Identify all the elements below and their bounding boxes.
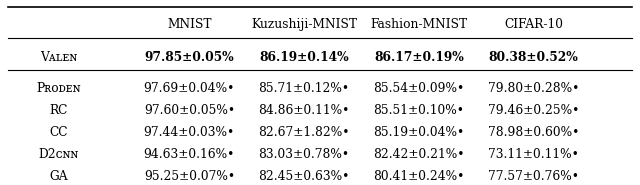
Text: 85.19±0.04%•: 85.19±0.04%• bbox=[373, 126, 465, 139]
Text: 85.54±0.09%•: 85.54±0.09%• bbox=[373, 82, 465, 95]
Text: CC: CC bbox=[49, 126, 68, 139]
Text: Fashion-MNIST: Fashion-MNIST bbox=[370, 18, 467, 31]
Text: Vᴀʟᴇɴ: Vᴀʟᴇɴ bbox=[40, 51, 77, 64]
Text: 97.44±0.03%•: 97.44±0.03%• bbox=[144, 126, 235, 139]
Text: 79.46±0.25%•: 79.46±0.25%• bbox=[488, 104, 579, 117]
Text: 80.38±0.52%: 80.38±0.52% bbox=[488, 51, 579, 64]
Text: 85.51±0.10%•: 85.51±0.10%• bbox=[373, 104, 464, 117]
Text: 97.69±0.04%•: 97.69±0.04%• bbox=[144, 82, 235, 95]
Text: MNIST: MNIST bbox=[167, 18, 212, 31]
Text: GA: GA bbox=[49, 170, 68, 183]
Text: D2ᴄɴɴ: D2ᴄɴɴ bbox=[38, 148, 79, 161]
Text: 82.67±1.82%•: 82.67±1.82%• bbox=[259, 126, 350, 139]
Text: 94.63±0.16%•: 94.63±0.16%• bbox=[144, 148, 235, 161]
Text: RC: RC bbox=[49, 104, 68, 117]
Text: 95.25±0.07%•: 95.25±0.07%• bbox=[144, 170, 235, 183]
Text: 82.45±0.63%•: 82.45±0.63%• bbox=[259, 170, 349, 183]
Text: Pʀᴏᴅᴇɴ: Pʀᴏᴅᴇɴ bbox=[36, 82, 81, 95]
Text: 78.98±0.60%•: 78.98±0.60%• bbox=[488, 126, 579, 139]
Text: 97.60±0.05%•: 97.60±0.05%• bbox=[144, 104, 235, 117]
Text: 97.85±0.05%: 97.85±0.05% bbox=[145, 51, 234, 64]
Text: Kuzushiji-MNIST: Kuzushiji-MNIST bbox=[251, 18, 357, 31]
Text: 86.17±0.19%: 86.17±0.19% bbox=[374, 51, 463, 64]
Text: 80.41±0.24%•: 80.41±0.24%• bbox=[373, 170, 465, 183]
Text: 84.86±0.11%•: 84.86±0.11%• bbox=[259, 104, 349, 117]
Text: 79.80±0.28%•: 79.80±0.28%• bbox=[488, 82, 579, 95]
Text: 77.57±0.76%•: 77.57±0.76%• bbox=[488, 170, 579, 183]
Text: 73.11±0.11%•: 73.11±0.11%• bbox=[488, 148, 579, 161]
Text: 83.03±0.78%•: 83.03±0.78%• bbox=[259, 148, 349, 161]
Text: 85.71±0.12%•: 85.71±0.12%• bbox=[259, 82, 349, 95]
Text: 86.19±0.14%: 86.19±0.14% bbox=[259, 51, 349, 64]
Text: 82.42±0.21%•: 82.42±0.21%• bbox=[373, 148, 465, 161]
Text: CIFAR-10: CIFAR-10 bbox=[504, 18, 563, 31]
